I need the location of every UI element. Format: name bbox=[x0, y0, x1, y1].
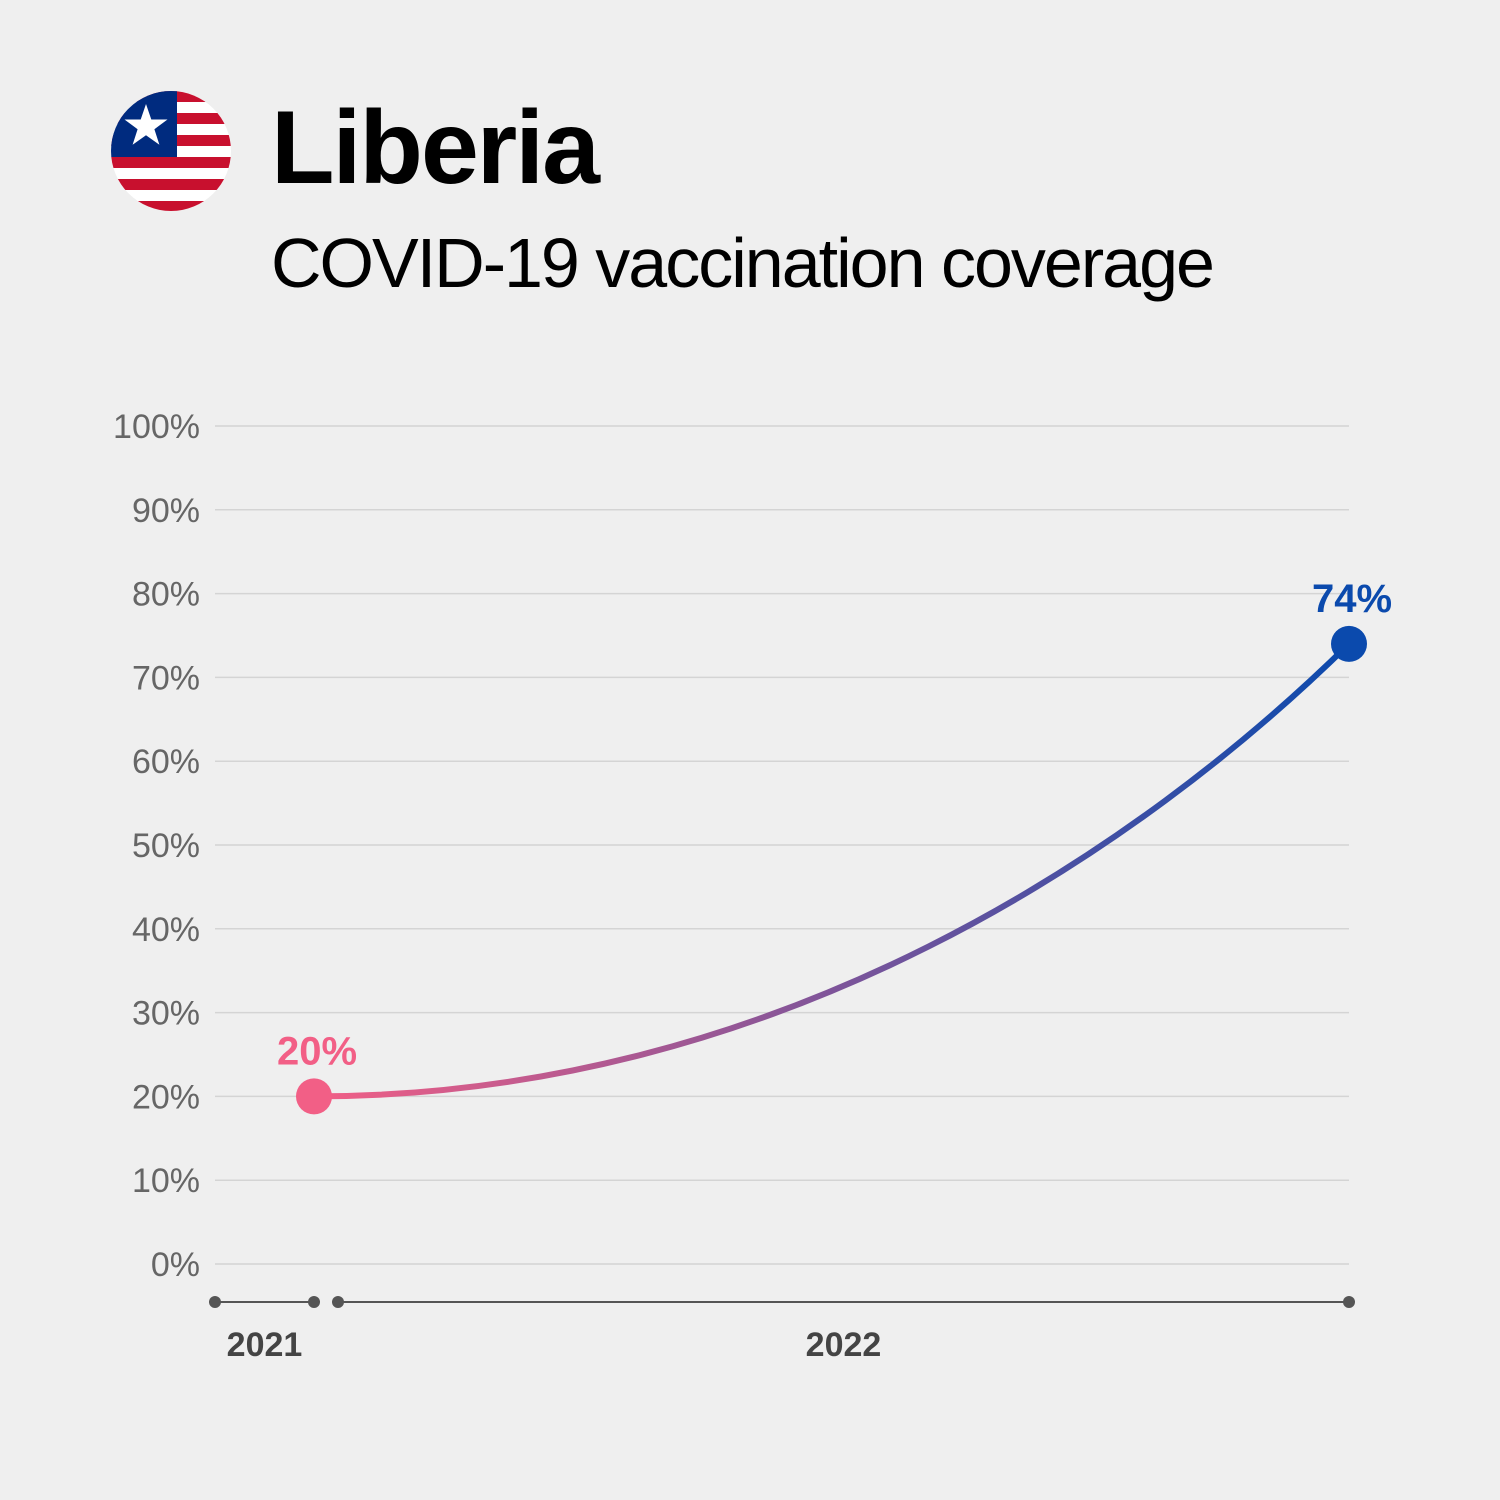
data-value-label: 20% bbox=[277, 1029, 357, 1073]
x-axis-tick-dot bbox=[1343, 1296, 1355, 1308]
data-value-label: 74% bbox=[1312, 577, 1392, 621]
y-tick-label: 10% bbox=[132, 1162, 200, 1200]
y-tick-label: 0% bbox=[151, 1246, 200, 1284]
y-tick-label: 50% bbox=[132, 827, 200, 865]
y-tick-label: 30% bbox=[132, 995, 200, 1033]
x-year-label: 2022 bbox=[806, 1326, 882, 1364]
page-title: Liberia bbox=[271, 90, 600, 206]
y-tick-label: 20% bbox=[132, 1078, 200, 1116]
y-tick-label: 80% bbox=[132, 576, 200, 614]
liberia-flag-icon bbox=[111, 91, 231, 211]
page-subtitle: COVID-19 vaccination coverage bbox=[271, 224, 1215, 302]
data-point bbox=[1331, 625, 1367, 662]
y-tick-label: 90% bbox=[132, 492, 200, 530]
y-tick-label: 70% bbox=[132, 659, 200, 697]
y-tick-label: 100% bbox=[113, 408, 200, 446]
series-line bbox=[311, 640, 1352, 1100]
y-tick-label: 60% bbox=[132, 743, 200, 781]
x-axis-tick-dot bbox=[308, 1296, 320, 1308]
x-axis-tick-dot bbox=[209, 1296, 221, 1308]
x-year-label: 2021 bbox=[227, 1326, 303, 1364]
x-axis-tick-dot bbox=[332, 1296, 344, 1308]
data-point bbox=[296, 1078, 332, 1115]
y-tick-label: 40% bbox=[132, 911, 200, 949]
